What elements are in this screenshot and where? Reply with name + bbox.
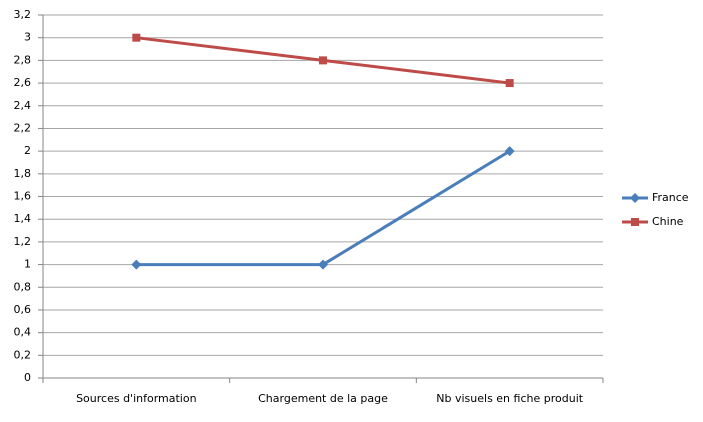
y-tick-label: 2,8 (14, 53, 32, 66)
y-tick-label: 3 (24, 31, 31, 44)
data-point (132, 33, 141, 42)
data-point (319, 56, 327, 65)
y-tick-label: 3,2 (14, 8, 32, 21)
legend-label: Chine (652, 215, 684, 228)
data-point (505, 79, 514, 88)
x-tick-label: Chargement de la page (258, 392, 388, 405)
data-point (504, 146, 515, 157)
data-point (318, 259, 328, 270)
y-tick-label: 1 (24, 258, 31, 271)
y-tick-label: 1,8 (14, 167, 32, 180)
y-tick-label: 2 (24, 144, 31, 157)
series-line (136, 149, 511, 267)
x-tick-label: Nb visuels en fiche produit (436, 392, 583, 405)
legend-marker (631, 218, 639, 226)
legend-label: France (652, 191, 689, 204)
y-tick-label: 2,2 (14, 121, 32, 134)
y-tick-label: 0,2 (14, 348, 32, 361)
y-tick-label: 0 (24, 371, 31, 384)
legend-marker (630, 193, 640, 203)
y-tick-label: 1,2 (14, 235, 32, 248)
y-tick-label: 0,8 (14, 280, 32, 293)
y-tick-label: 0,4 (14, 326, 32, 339)
y-tick-label: 2,6 (14, 76, 32, 89)
y-tick-label: 1,4 (14, 212, 32, 225)
data-point (131, 259, 142, 270)
x-tick-label: Sources d'information (76, 392, 197, 405)
y-tick-label: 1,6 (14, 190, 32, 203)
y-tick-label: 2,4 (14, 99, 32, 112)
y-tick-label: 0,6 (14, 303, 32, 316)
